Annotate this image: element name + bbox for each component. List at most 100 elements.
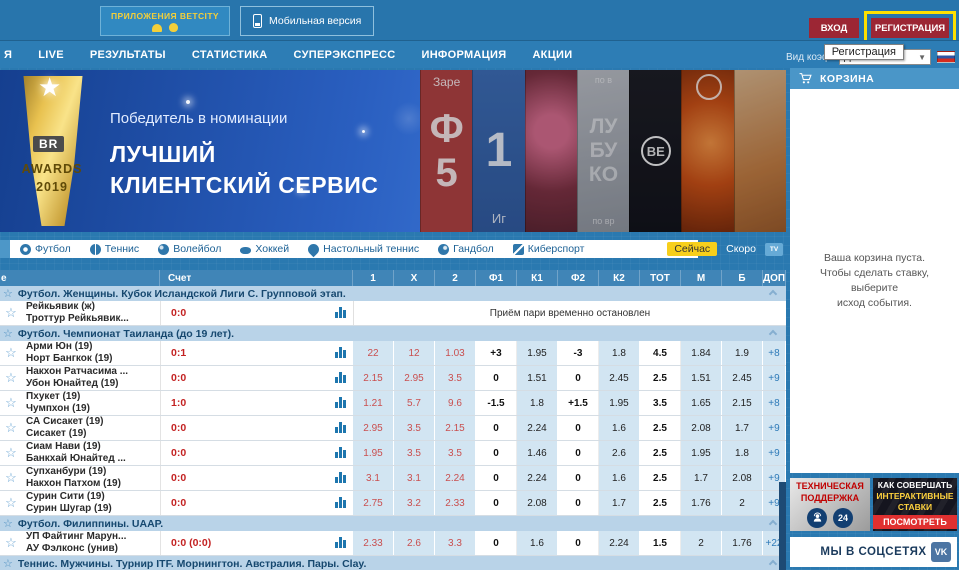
- filter-now-button[interactable]: Сейчас: [667, 242, 718, 256]
- slide-tan[interactable]: [733, 70, 786, 232]
- section-star-icon[interactable]: ☆: [3, 328, 13, 340]
- event-teams[interactable]: Сурин Сити (19) Сурин Шугар (19): [26, 491, 112, 514]
- favorite-star-icon[interactable]: ☆: [5, 420, 17, 435]
- register-button[interactable]: РЕГИСТРАЦИЯ: [871, 18, 949, 38]
- odds-cell-М[interactable]: 1.95: [681, 441, 722, 465]
- event-teams[interactable]: СА Сисакет (19) Сисакет (19): [26, 416, 104, 439]
- scrollbar-thumb[interactable]: [779, 482, 786, 570]
- tech-support-banner[interactable]: ТЕХНИЧЕСКАЯ ПОДДЕРЖКА 24: [790, 478, 870, 531]
- odds-cell-2[interactable]: 9.6: [435, 391, 476, 415]
- odds-cell-1[interactable]: 2.33: [353, 531, 394, 555]
- event-teams[interactable]: Рейкьявик (ж) Троттур Рейкьявик...: [26, 301, 129, 324]
- favorite-star-icon[interactable]: ☆: [5, 535, 17, 550]
- odds-cell-М[interactable]: 2: [681, 531, 722, 555]
- event-teams[interactable]: Супханбури (19) Накхон Патхом (19): [26, 466, 121, 489]
- slide-black-be[interactable]: BE: [629, 70, 682, 232]
- odds-cell-1[interactable]: 1.21: [353, 391, 394, 415]
- odds-cell-К2[interactable]: 2.24: [599, 531, 640, 555]
- odds-cell-К2[interactable]: 1.8: [599, 341, 640, 365]
- event-teams[interactable]: Сиам Нави (19) Банкхай Юнайтед ...: [26, 441, 126, 464]
- odds-cell-X[interactable]: 3.1: [394, 466, 435, 490]
- howto-bets-banner[interactable]: КАК СОВЕРШАТЬ ИНТЕРАКТИВНЫЕ СТАВКИ ПОСМО…: [873, 478, 957, 531]
- nav-item-6[interactable]: ИНФОРМАЦИЯ: [421, 48, 507, 61]
- tab-tennis[interactable]: Теннис: [89, 243, 139, 255]
- odds-cell-1[interactable]: 2.95: [353, 416, 394, 440]
- odds-cell-Ф2[interactable]: 0: [558, 491, 599, 515]
- odds-cell-1[interactable]: 3.1: [353, 466, 394, 490]
- language-flag-icon[interactable]: [937, 51, 955, 63]
- odds-cell-К2[interactable]: 1.6: [599, 416, 640, 440]
- favorite-star-icon[interactable]: ☆: [5, 395, 17, 410]
- odds-cell-Ф1[interactable]: 0: [476, 441, 517, 465]
- slide-maroon[interactable]: [524, 70, 577, 232]
- odds-cell-1[interactable]: 2.15: [353, 366, 394, 390]
- odds-cell-ТОТ[interactable]: 3.5: [640, 391, 681, 415]
- odds-cell-Б[interactable]: 1.9: [722, 341, 763, 365]
- odds-cell-X[interactable]: 2.95: [394, 366, 435, 390]
- odds-cell-ДОП[interactable]: +8: [763, 341, 786, 365]
- event-teams[interactable]: УП Файтинг Марун... АУ Фэлконс (унив): [26, 531, 127, 554]
- league-section-header[interactable]: ☆ Футбол. Чемпионат Таиланда (до 19 лет).: [0, 326, 786, 341]
- odds-cell-2[interactable]: 2.24: [435, 466, 476, 490]
- odds-cell-Б[interactable]: 1.8: [722, 441, 763, 465]
- odds-cell-М[interactable]: 1.84: [681, 341, 722, 365]
- odds-cell-К1[interactable]: 2.24: [517, 416, 558, 440]
- odds-cell-М[interactable]: 2.08: [681, 416, 722, 440]
- odds-cell-Б[interactable]: 2: [722, 491, 763, 515]
- stats-chart-icon[interactable]: [335, 397, 346, 408]
- slide-red-f5[interactable]: Заре Ф 5: [420, 70, 473, 232]
- odds-cell-К2[interactable]: 2.45: [599, 366, 640, 390]
- tab-table-tennis[interactable]: Настольный теннис: [305, 241, 419, 257]
- stats-chart-icon[interactable]: [335, 472, 346, 483]
- odds-cell-Ф2[interactable]: 0: [558, 366, 599, 390]
- stats-chart-icon[interactable]: [335, 447, 346, 458]
- odds-cell-ТОТ[interactable]: 2.5: [640, 366, 681, 390]
- odds-cell-X[interactable]: 5.7: [394, 391, 435, 415]
- odds-cell-Ф2[interactable]: +1.5: [558, 391, 599, 415]
- favorite-star-icon[interactable]: ☆: [5, 495, 17, 510]
- tab-handball[interactable]: Гандбол: [438, 243, 494, 255]
- odds-cell-ТОТ[interactable]: 1.5: [640, 531, 681, 555]
- nav-item-5[interactable]: СУПЕРЭКСПРЕСС: [293, 48, 396, 61]
- section-star-icon[interactable]: ☆: [3, 518, 13, 530]
- event-teams[interactable]: Пхукет (19) Чумпхон (19): [26, 391, 90, 414]
- odds-cell-ТОТ[interactable]: 2.5: [640, 491, 681, 515]
- odds-cell-ДОП[interactable]: +9: [763, 366, 786, 390]
- login-button[interactable]: ВХОД: [809, 18, 859, 38]
- odds-cell-Ф2[interactable]: -3: [558, 341, 599, 365]
- odds-cell-1[interactable]: 22: [353, 341, 394, 365]
- apps-button[interactable]: ПРИЛОЖЕНИЯ BETCITY: [100, 6, 230, 36]
- filter-soon-button[interactable]: Скоро: [726, 243, 756, 255]
- odds-cell-К2[interactable]: 1.6: [599, 466, 640, 490]
- favorite-star-icon[interactable]: ☆: [5, 345, 17, 360]
- odds-cell-К2[interactable]: 1.95: [599, 391, 640, 415]
- favorite-star-icon[interactable]: ☆: [5, 370, 17, 385]
- odds-cell-К2[interactable]: 2.6: [599, 441, 640, 465]
- stats-chart-icon[interactable]: [335, 497, 346, 508]
- odds-cell-К1[interactable]: 2.08: [517, 491, 558, 515]
- odds-cell-К1[interactable]: 1.8: [517, 391, 558, 415]
- nav-item-7[interactable]: АКЦИИ: [532, 48, 573, 61]
- odds-cell-1[interactable]: 1.95: [353, 441, 394, 465]
- odds-cell-Ф1[interactable]: 0: [476, 466, 517, 490]
- odds-cell-М[interactable]: 1.65: [681, 391, 722, 415]
- stats-chart-icon[interactable]: [335, 372, 346, 383]
- tab-esports[interactable]: Киберспорт: [512, 243, 584, 255]
- odds-cell-2[interactable]: 3.5: [435, 441, 476, 465]
- nav-item-2[interactable]: LIVE: [38, 48, 64, 61]
- odds-cell-М[interactable]: 1.7: [681, 466, 722, 490]
- odds-cell-ДОП[interactable]: +9: [763, 416, 786, 440]
- stats-chart-icon[interactable]: [335, 422, 346, 433]
- odds-cell-Б[interactable]: 2.15: [722, 391, 763, 415]
- odds-cell-X[interactable]: 3.5: [394, 441, 435, 465]
- odds-cell-1[interactable]: 2.75: [353, 491, 394, 515]
- odds-cell-К1[interactable]: 2.24: [517, 466, 558, 490]
- event-teams[interactable]: Накхон Ратчасима ... Убон Юнайтед (19): [26, 366, 129, 389]
- stats-chart-icon[interactable]: [335, 347, 346, 358]
- league-section-header[interactable]: ☆ Теннис. Мужчины. Турнир ITF. Морнингтон…: [0, 556, 786, 570]
- favorite-star-icon[interactable]: ☆: [5, 470, 17, 485]
- league-section-header[interactable]: ☆ Футбол. Женщины. Кубок Исландской Лиги …: [0, 286, 786, 301]
- nav-item-4[interactable]: СТАТИСТИКА: [191, 48, 268, 61]
- slide-silver[interactable]: по в ЛУ БУ КО по вр: [576, 70, 630, 232]
- nav-item-1[interactable]: Я: [4, 48, 13, 61]
